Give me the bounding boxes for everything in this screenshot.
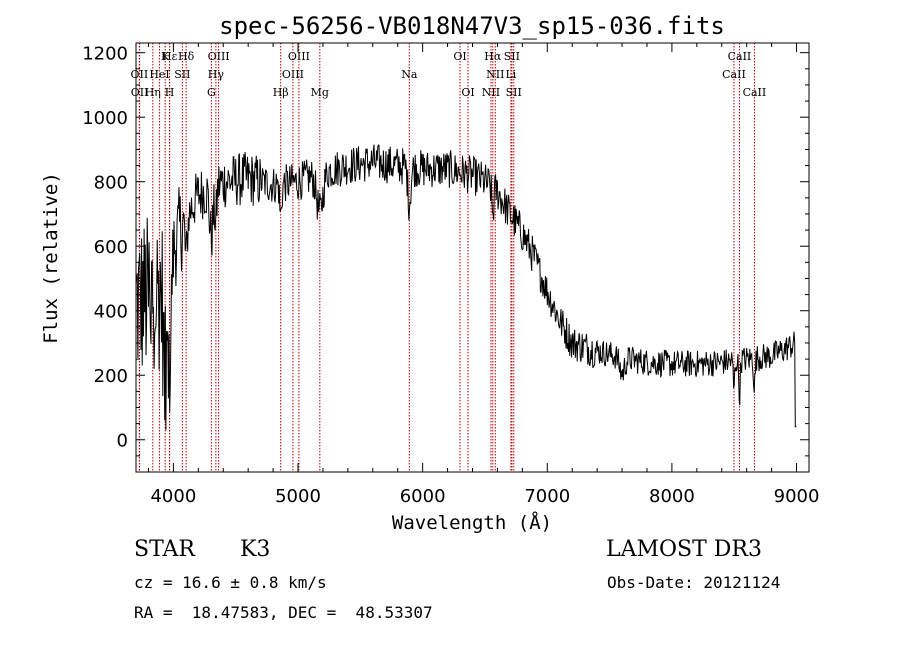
x-axis-ticks: 4000 5000 6000 7000 8000 9000: [147, 43, 820, 507]
spectral-line-label: Hη: [145, 86, 161, 99]
coordinates: RA = 18.47583, DEC = 48.53307: [134, 603, 433, 622]
y-tick-label: 1000: [82, 108, 128, 129]
spectral-line-label: SII: [506, 86, 522, 99]
y-tick-label: 600: [94, 237, 128, 258]
y-tick-label: 1200: [82, 44, 128, 65]
spectral-line-label: Hδ: [178, 50, 195, 63]
spectral-line-markers: [138, 43, 755, 472]
spectral-line-label: CaII: [728, 50, 752, 63]
spectral-line-label: NII: [482, 86, 500, 99]
object-class: STAR: [134, 537, 195, 562]
spectral-line-label: SII: [504, 50, 520, 63]
spectral-line-label: Hε: [162, 50, 178, 63]
spectral-line-label: HeI: [149, 68, 169, 81]
spectral-line-label: CaII: [743, 86, 767, 99]
x-tick-label: 4000: [150, 486, 196, 507]
spectral-line-label: OIII: [282, 68, 304, 81]
chart-title: spec-56256-VB018N47V3_sp15-036.fits: [219, 12, 725, 40]
x-tick-label: 7000: [524, 486, 570, 507]
x-tick-label: 5000: [275, 486, 321, 507]
spectral-line-label: CaII: [722, 68, 746, 81]
plot-frame: [135, 42, 810, 473]
spectral-line-label: H: [165, 86, 175, 99]
spectral-line-label: OII: [131, 68, 149, 81]
spectral-line-label: Hγ: [208, 68, 225, 81]
x-tick-label: 8000: [649, 486, 695, 507]
spectral-line-label: Mg: [311, 86, 329, 99]
y-tick-label: 0: [117, 431, 128, 452]
spectral-line-label: OIII: [288, 50, 310, 63]
spectral-line-label: Hβ: [273, 86, 289, 99]
spectral-line-label: Na: [401, 68, 418, 81]
spectral-line-label: Li: [505, 68, 516, 81]
spectral-line-label: K: [161, 50, 170, 63]
y-tick-label: 400: [94, 302, 128, 323]
x-tick-label: 6000: [400, 486, 446, 507]
y-tick-label: 800: [94, 173, 128, 194]
spectral-line-label: OII: [131, 86, 149, 99]
y-tick-label: 200: [94, 366, 128, 387]
spectrum-series: [135, 144, 797, 431]
object-subclass: K3: [240, 537, 271, 562]
spectral-line-label: G: [207, 86, 216, 99]
spectral-line-label: NII: [486, 68, 504, 81]
y-axis-label: Flux (relative): [40, 172, 62, 344]
survey-name: LAMOST DR3: [606, 537, 762, 562]
spectral-line-label: OIII: [208, 50, 230, 63]
x-tick-label: 9000: [774, 486, 820, 507]
y-axis-ticks: 0 200 400 600 800 1000 1200: [82, 44, 809, 473]
redshift-velocity: cz = 16.6 ± 0.8 km/s: [134, 573, 327, 592]
spectral-line-label: OI: [453, 50, 466, 63]
spectral-line-label: OI: [461, 86, 474, 99]
spectral-line-label: Hα: [484, 50, 502, 63]
x-axis-label: Wavelength (Å): [392, 511, 552, 534]
observation-date: Obs-Date: 20121124: [607, 573, 781, 592]
spectral-line-label: SII: [174, 68, 190, 81]
